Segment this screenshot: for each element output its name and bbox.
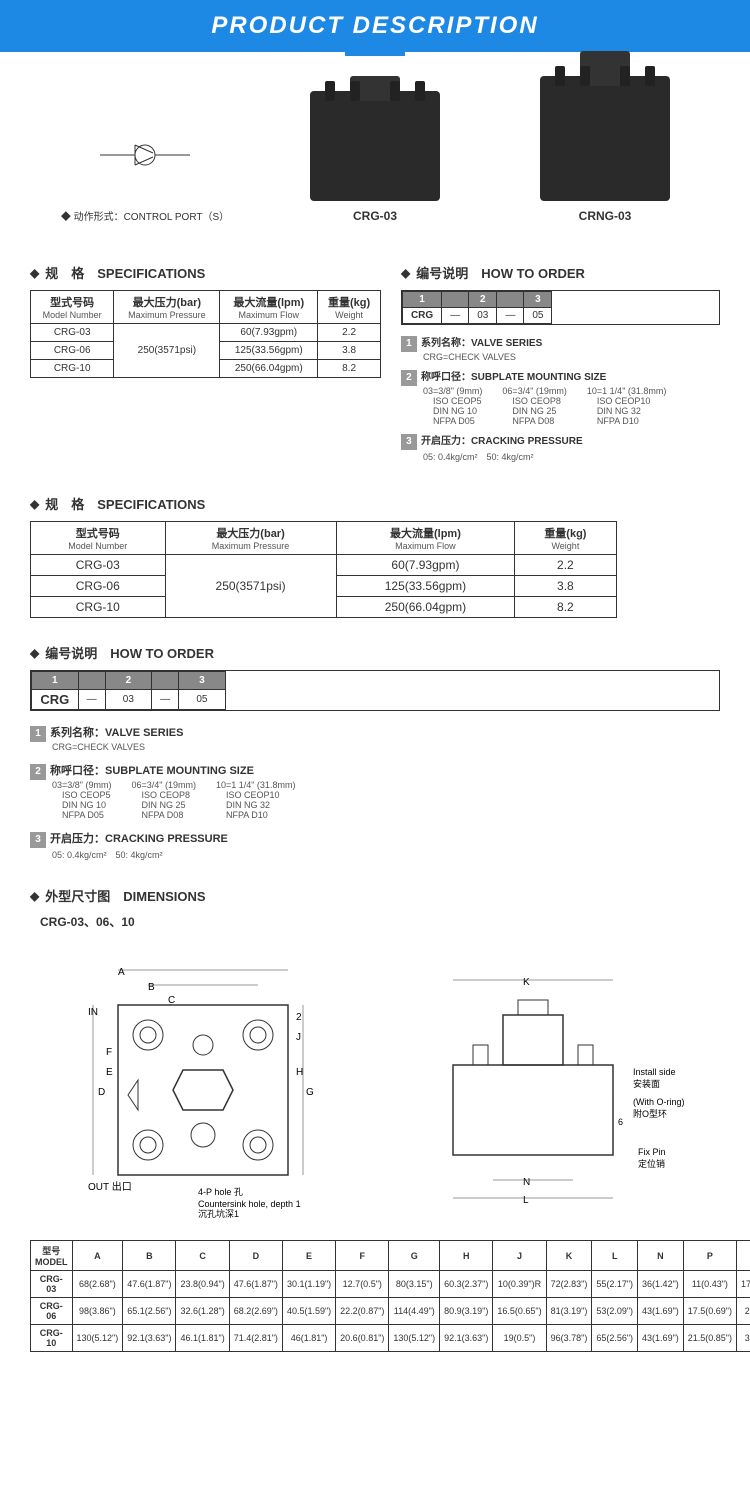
- table-row: CRG-0368(2.68")47.6(1.87")23.8(0.94")47.…: [31, 1271, 750, 1298]
- svg-text:定位销: 定位销: [638, 1158, 665, 1169]
- svg-text:L: L: [523, 1195, 529, 1206]
- table-header-row: 型式号码Model Number 最大压力(bar)Maximum Pressu…: [31, 291, 381, 324]
- product-crg03: CRG-03: [260, 91, 490, 223]
- order-title-large: ◆编号说明 HOW TO ORDER: [30, 643, 720, 662]
- svg-text:B: B: [148, 982, 155, 993]
- valve-label-crg03: CRG-03: [260, 209, 490, 223]
- product-crng03: CRNG-03: [490, 76, 720, 223]
- dimensions-subtitle: CRG-03、06、10: [40, 913, 720, 930]
- svg-text:F: F: [106, 1047, 112, 1058]
- order-items-large: 1系列名称：VALVE SERIESCRG=CHECK VALVES 2称呼口径：…: [30, 724, 720, 861]
- table-header-row: 型式号码Model Number 最大压力(bar)Maximum Pressu…: [31, 522, 617, 555]
- svg-text:Countersink hole, depth 1: Countersink hole, depth 1: [198, 1199, 301, 1209]
- spec-order-row: ◆规 格 SPECIFICATIONS 型式号码Model Number 最大压…: [30, 248, 720, 469]
- order-header-row: 123: [402, 292, 551, 308]
- top-view-drawing: IN A B C D E F G H J 2 OUT 出口 4-P hole 孔…: [48, 945, 348, 1225]
- order-example-table: 123 CRG—03—05: [401, 290, 720, 325]
- svg-text:沉孔坑深1: 沉孔坑深1: [198, 1208, 239, 1219]
- control-port-label: ◆ 动作形式：CONTROL PORT（S）: [30, 208, 260, 223]
- dimension-diagrams: IN A B C D E F G H J 2 OUT 出口 4-P hole 孔…: [30, 945, 720, 1225]
- table-header-row: 型号MODELABCDEFGHJKLNPQ: [31, 1241, 750, 1271]
- table-row: CRG-10130(5.12")92.1(3.63")46.1(1.81")71…: [31, 1325, 750, 1352]
- spec-table-large: 型式号码Model Number 最大压力(bar)Maximum Pressu…: [30, 521, 617, 618]
- order-example-row: CRG—03—05: [402, 308, 551, 324]
- valve-image-crng03: [540, 76, 670, 201]
- svg-text:(With O-ring): (With O-ring): [633, 1097, 685, 1107]
- dimensions-table: 型号MODELABCDEFGHJKLNPQCRG-0368(2.68")47.6…: [30, 1240, 750, 1352]
- svg-text:6: 6: [618, 1117, 623, 1127]
- order-item: 2称呼口径：SUBPLATE MOUNTING SIZE03=3/8" (9mm…: [401, 368, 720, 426]
- valve-symbol-icon: [95, 125, 195, 185]
- svg-text:A: A: [118, 967, 125, 978]
- svg-text:4-P hole 孔: 4-P hole 孔: [198, 1187, 243, 1197]
- svg-text:C: C: [168, 995, 175, 1006]
- svg-text:Install side: Install side: [633, 1067, 676, 1077]
- svg-text:K: K: [523, 977, 530, 988]
- svg-text:J: J: [296, 1032, 301, 1043]
- table-row: CRG-0698(3.86")65.1(2.56")32.6(1.28")68.…: [31, 1298, 750, 1325]
- order-example-table-large: 123 CRG—03—05: [30, 670, 720, 711]
- svg-text:附O型环: 附O型环: [633, 1108, 667, 1119]
- page-header: PRODUCT DESCRIPTION: [0, 0, 750, 52]
- content-area: ◆ 动作形式：CONTROL PORT（S） CRG-03 CRNG-03: [0, 56, 750, 1372]
- svg-text:E: E: [106, 1067, 113, 1078]
- order-item: 3开启压力：CRACKING PRESSURE05: 0.4kg/cm² 50:…: [30, 830, 720, 861]
- product-images-row: ◆ 动作形式：CONTROL PORT（S） CRG-03 CRNG-03: [30, 76, 720, 223]
- order-items-small: 1系列名称：VALVE SERIESCRG=CHECK VALVES 2称呼口径：…: [401, 334, 720, 463]
- table-row: CRG-03250(3571psi)60(7.93gpm)2.2: [31, 555, 617, 576]
- svg-text:H: H: [296, 1067, 303, 1078]
- order-item: 1系列名称：VALVE SERIESCRG=CHECK VALVES: [30, 724, 720, 752]
- side-view-drawing: K Install side 安装面 (With O-ring) 附O型环 Fi…: [403, 945, 703, 1225]
- svg-text:OUT 出口: OUT 出口: [88, 1180, 132, 1193]
- control-port-diagram: ◆ 动作形式：CONTROL PORT（S）: [30, 105, 260, 223]
- header-title: PRODUCT DESCRIPTION: [211, 12, 538, 39]
- order-title-small: ◆编号说明 HOW TO ORDER: [401, 263, 720, 282]
- spec-title-large: ◆规 格 SPECIFICATIONS: [30, 494, 720, 513]
- valve-label-crng03: CRNG-03: [490, 209, 720, 223]
- order-item: 2称呼口径：SUBPLATE MOUNTING SIZE03=3/8" (9mm…: [30, 762, 720, 820]
- svg-text:N: N: [523, 1177, 530, 1188]
- valve-image-crg03: [310, 91, 440, 201]
- table-row: CRG-03250(3571psi)60(7.93gpm)2.2: [31, 324, 381, 342]
- order-item: 3开启压力：CRACKING PRESSURE05: 0.4kg/cm² 50:…: [401, 432, 720, 463]
- order-header-row: 123: [32, 672, 226, 690]
- svg-text:G: G: [306, 1087, 314, 1098]
- order-item: 1系列名称：VALVE SERIESCRG=CHECK VALVES: [401, 334, 720, 362]
- svg-text:D: D: [98, 1087, 105, 1098]
- svg-text:2: 2: [296, 1012, 302, 1023]
- spec-title-small: ◆规 格 SPECIFICATIONS: [30, 263, 381, 282]
- order-example-row: CRG—03—05: [32, 690, 226, 710]
- svg-text:安装面: 安装面: [633, 1078, 660, 1089]
- svg-text:Fix Pin: Fix Pin: [638, 1147, 666, 1157]
- spec-table-small: 型式号码Model Number 最大压力(bar)Maximum Pressu…: [30, 290, 381, 378]
- dimensions-title: ◆外型尺寸图 DIMENSIONS: [30, 886, 720, 905]
